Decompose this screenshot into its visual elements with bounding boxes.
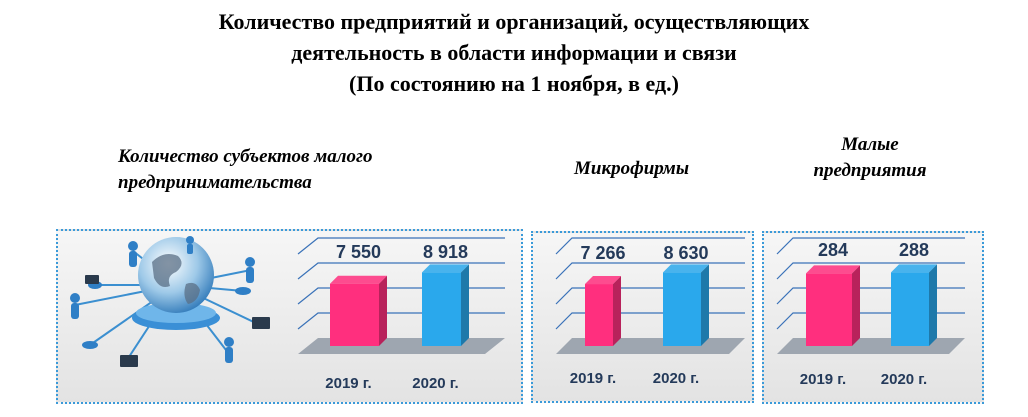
chart-1-bar-1	[330, 275, 387, 346]
bar-chart-1: 7 550 2019 г. 8 918 2020 г.	[297, 237, 505, 392]
chart-3-floor	[777, 338, 965, 354]
chart-3-title-line-2: предприятия	[813, 160, 927, 181]
chart-2-title-line-1: Микрофирмы	[574, 158, 690, 179]
chart-1-gridline	[297, 237, 505, 255]
chart-2-gridline	[555, 237, 745, 255]
chart-1-title: Количество субъектов малого предпринимат…	[118, 144, 372, 196]
title-line-3: (По состоянию на 1 ноября, в ед.)	[349, 71, 679, 96]
chart-2-title: Микрофирмы	[574, 156, 689, 182]
network-globe-icon	[70, 236, 270, 367]
chart-1-gridline	[297, 287, 505, 305]
title-line-2: деятельность в области информации и связ…	[291, 40, 737, 65]
chart-3-bar-1	[806, 265, 860, 346]
chart-2-category-label-2: 2020 г.	[653, 370, 699, 387]
chart-2-value-label-1: 7 266	[580, 243, 625, 263]
chart-1-floor	[298, 338, 505, 354]
chart-3-title-line-1: Малые	[841, 134, 899, 155]
title-line-1: Количество предприятий и организаций, ос…	[218, 9, 810, 34]
chart-1-value-label-2: 8 918	[423, 242, 468, 262]
chart-1-title-line-2: предпринимательства	[118, 172, 312, 193]
charts-layer: 7 550 2019 г. 8 918 2020 г. 7 266 2019 г. 8 63…	[297, 237, 965, 392]
page-title: Количество предприятий и организаций, ос…	[0, 6, 1028, 99]
chart-3-category-label-1: 2019 г.	[800, 371, 846, 388]
chart-2-category-label-1: 2019 г.	[570, 370, 616, 387]
bar-chart-3: 284 2019 г. 288 2020 г.	[776, 237, 965, 388]
chart-1-category-label-2: 2020 г.	[412, 375, 458, 392]
chart-3-bar-2	[891, 264, 937, 346]
chart-2-gridline	[555, 287, 745, 305]
chart-1-gridline	[297, 262, 505, 280]
chart-3-title: Малые предприятия	[800, 132, 940, 184]
chart-2-bar-2	[663, 264, 709, 346]
chart-3-gridline	[776, 262, 965, 280]
chart-2-floor	[556, 338, 745, 354]
chart-panel-3	[762, 231, 984, 404]
chart-1-title-line-1: Количество субъектов малого	[118, 146, 373, 167]
chart-2-gridline	[555, 262, 745, 280]
chart-3-gridline	[776, 237, 965, 255]
chart-2-bar-1	[585, 276, 621, 346]
chart-1-value-label-1: 7 550	[336, 242, 381, 262]
chart-1-category-label-1: 2019 г.	[325, 375, 371, 392]
chart-3-value-label-2: 288	[899, 240, 929, 260]
chart-2-gridline	[555, 312, 745, 330]
chart-3-category-label-2: 2020 г.	[881, 371, 927, 388]
chart-1-gridline	[297, 312, 505, 330]
chart-2-value-label-2: 8 630	[663, 243, 708, 263]
chart-1-bar-2	[422, 264, 469, 346]
chart-panel-2	[531, 231, 754, 403]
chart-3-value-label-1: 284	[818, 240, 848, 260]
bar-chart-2: 7 266 2019 г. 8 630 2020 г.	[555, 237, 745, 387]
